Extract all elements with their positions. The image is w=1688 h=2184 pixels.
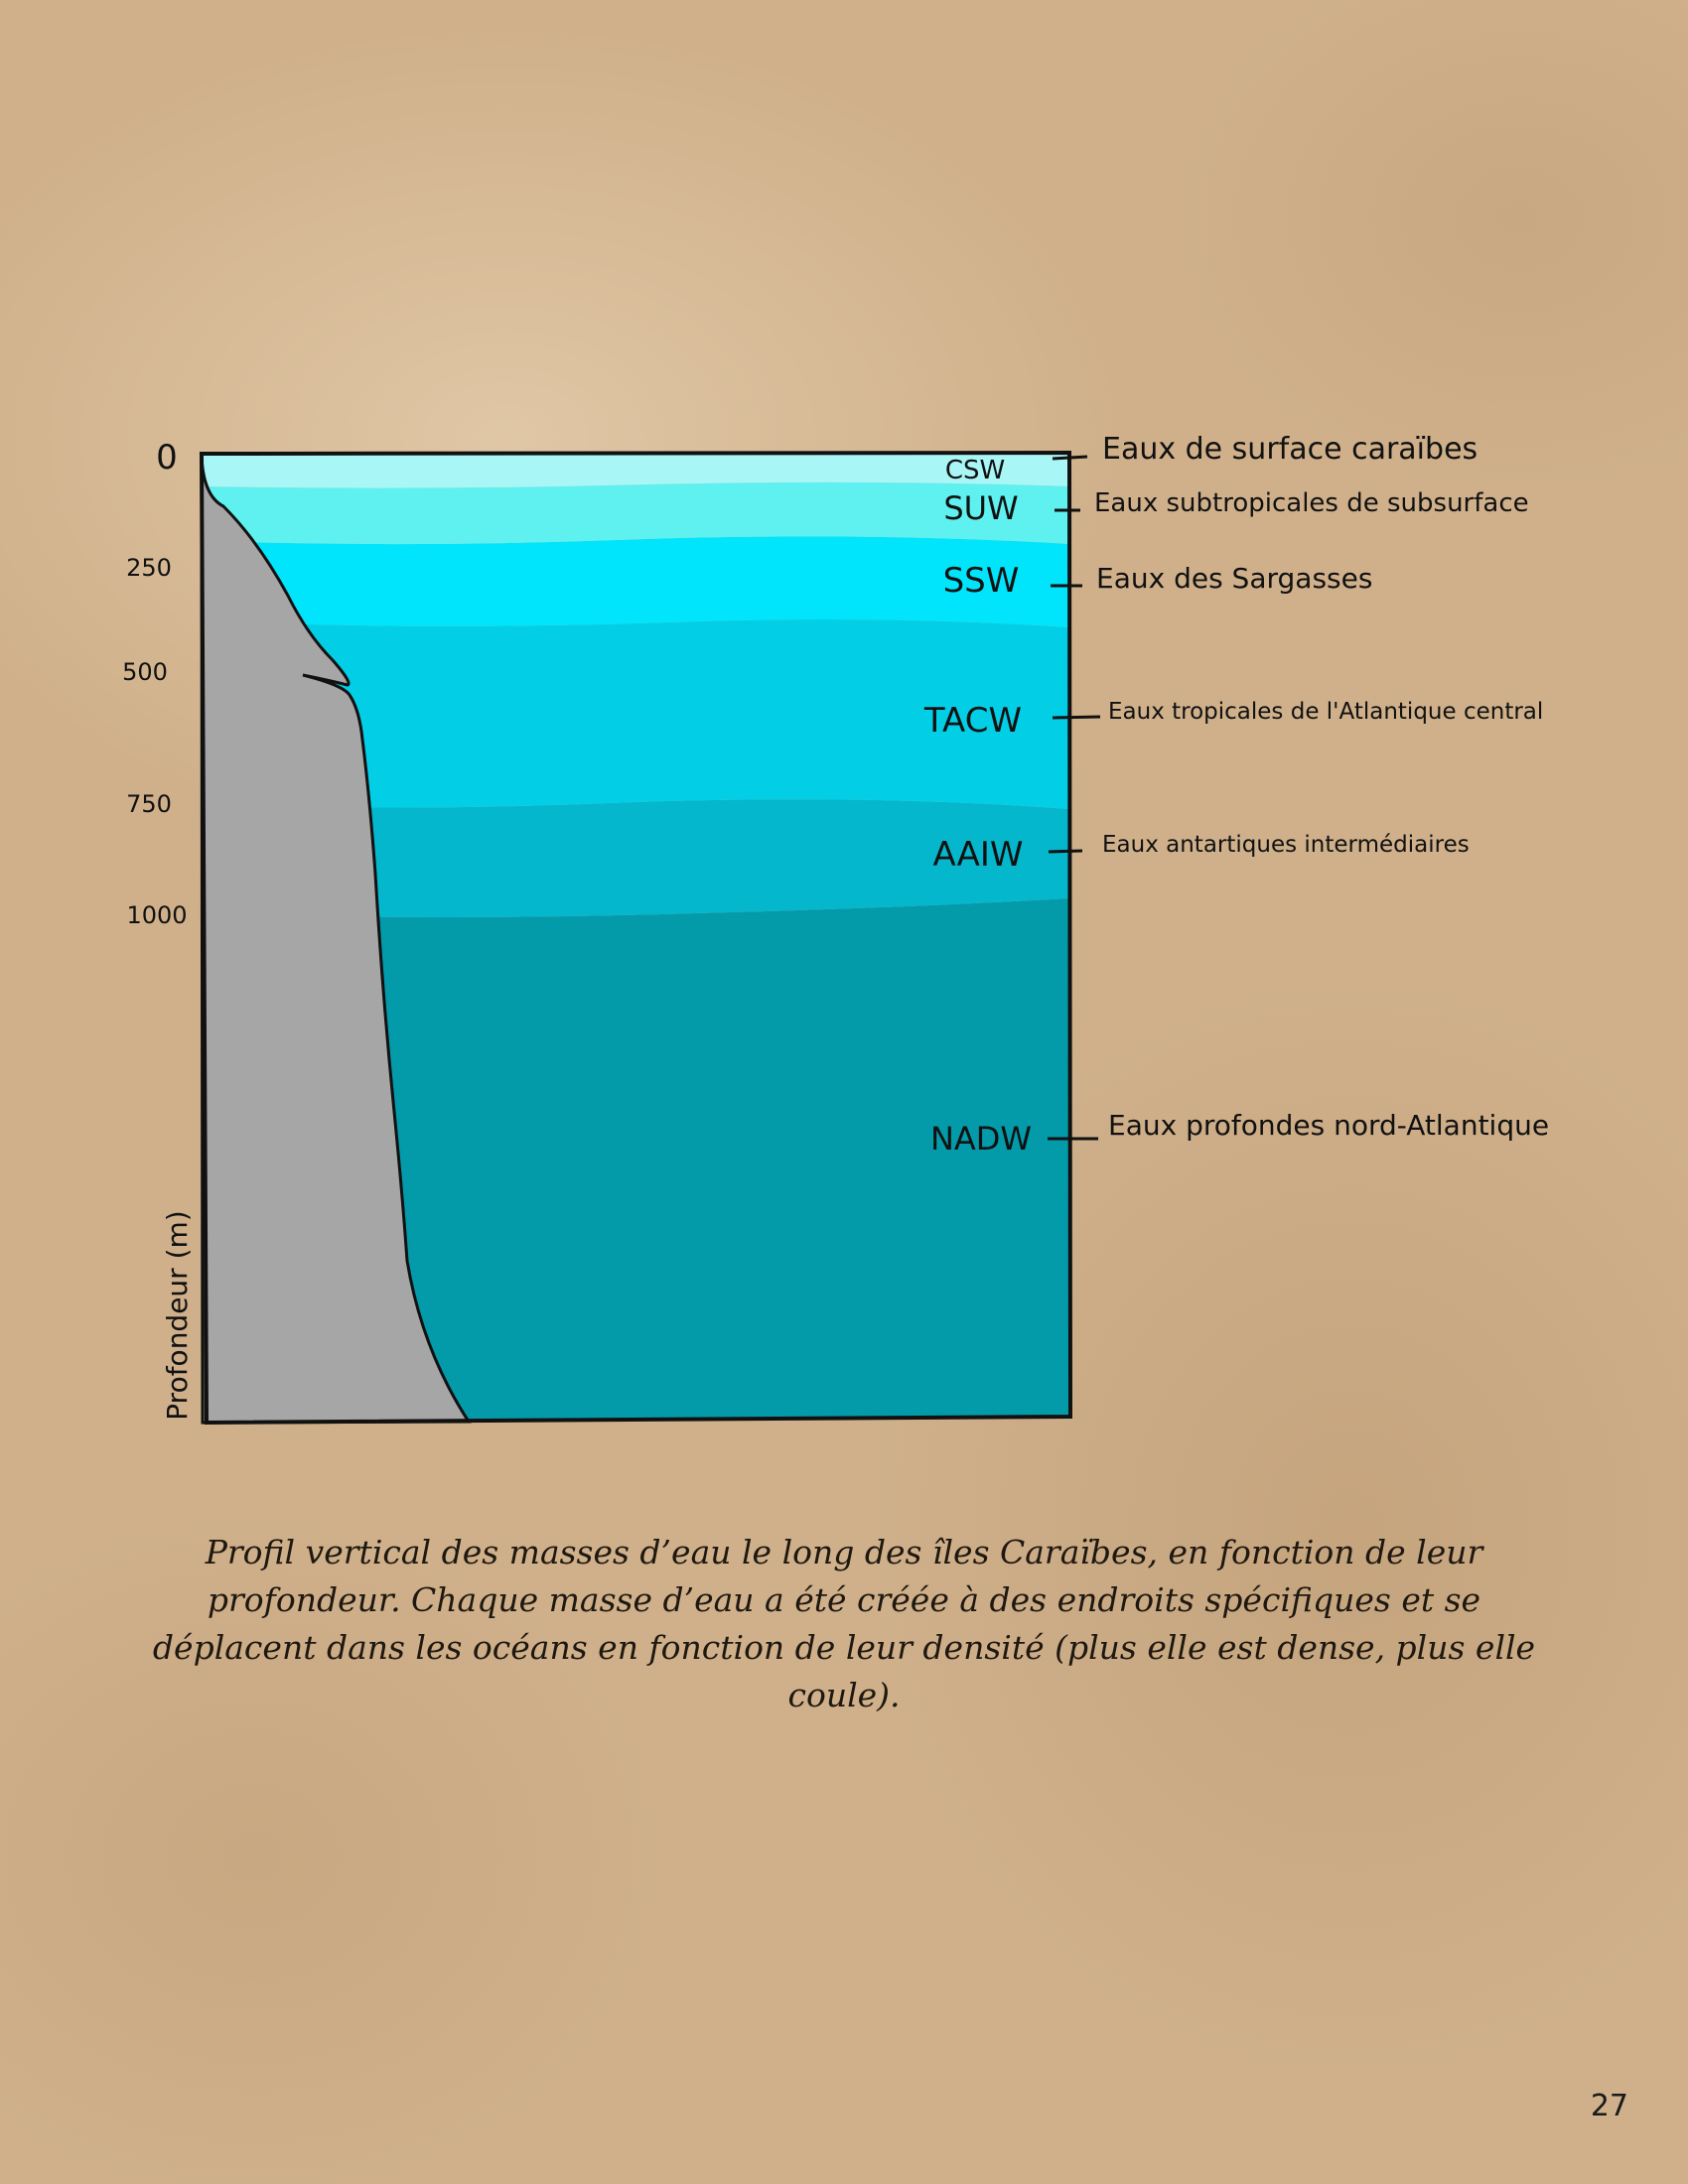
water-mass-label-nadw: NADW Eaux profondes nord-Atlantique: [930, 1109, 1549, 1158]
water-mass-name: Eaux des Sargasses: [1096, 562, 1372, 595]
water-mass-label-aaiw: AAIW Eaux antartiques intermédiaires: [932, 832, 1469, 875]
layer-aaiw: [202, 799, 1069, 917]
water-layers: [202, 453, 1070, 1423]
page-number: 27: [1590, 2089, 1628, 2123]
water-mass-code: SSW: [943, 561, 1020, 601]
depth-axis-label: Profondeur (m): [161, 1210, 194, 1420]
depth-tick-label: 750: [126, 790, 172, 818]
water-mass-code: SUW: [943, 489, 1018, 527]
water-mass-label-suw: SUW Eaux subtropicales de subsurface: [943, 488, 1528, 527]
water-mass-name: Eaux antartiques intermédiaires: [1102, 832, 1470, 858]
depth-tick-label: 500: [122, 658, 168, 686]
layer-nadw: [202, 898, 1070, 1423]
water-mass-labels: CSW Eaux de surface caraïbes SUW Eaux su…: [923, 432, 1549, 1158]
water-mass-code: TACW: [923, 701, 1022, 741]
depth-tick-label: 0: [156, 438, 178, 478]
layer-ssw: [202, 536, 1069, 627]
water-mass-code: NADW: [930, 1120, 1032, 1158]
water-mass-name: Eaux subtropicales de subsurface: [1094, 488, 1529, 518]
water-mass-code: AAIW: [932, 835, 1023, 875]
seafloor-slope: [200, 456, 472, 1425]
layer-suw: [202, 481, 1069, 545]
depth-axis: 0 250 500 750 1000 Profondeur (m): [122, 438, 194, 1421]
water-mass-label-tacw: TACW Eaux tropicales de l'Atlantique cen…: [923, 699, 1543, 741]
water-mass-label-ssw: SSW Eaux des Sargasses: [943, 561, 1373, 601]
diagram-frame: [199, 450, 1073, 1426]
water-mass-name: Eaux profondes nord-Atlantique: [1108, 1109, 1549, 1142]
water-mass-code: CSW: [945, 456, 1005, 485]
figure-caption: Profil vertical des masses d’eau le long…: [152, 1533, 1536, 1714]
depth-tick-label: 1000: [126, 901, 187, 929]
layer-csw: [202, 453, 1069, 488]
leader-line: [1052, 455, 1088, 461]
water-mass-name: Eaux tropicales de l'Atlantique central: [1108, 699, 1543, 725]
water-mass-label-csw: CSW Eaux de surface caraïbes: [945, 432, 1477, 485]
layer-tacw: [202, 619, 1069, 809]
leader-line: [1048, 849, 1083, 854]
leader-line: [1052, 715, 1101, 720]
depth-tick-label: 250: [126, 554, 172, 582]
water-mass-name: Eaux de surface caraïbes: [1102, 432, 1477, 467]
